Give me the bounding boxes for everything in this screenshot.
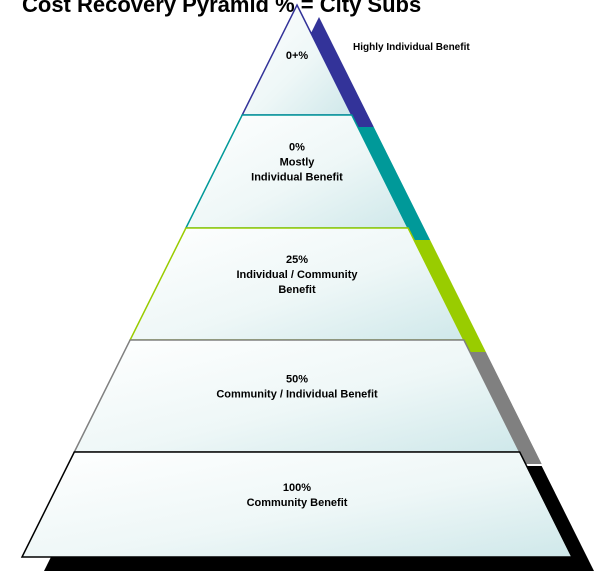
tier	[20, 451, 574, 558]
tier-label: Community / Individual Benefit	[216, 389, 378, 401]
title: Cost Recovery Pyramid % = City Subs	[22, 0, 421, 17]
tier-label: 100%	[283, 482, 311, 494]
tier-label: Mostly	[280, 157, 316, 169]
tier-label: Individual Benefit	[251, 172, 343, 184]
tier-label: Community Benefit	[247, 497, 348, 509]
tier-label: 0%	[289, 142, 305, 154]
tier-label: 0+%	[286, 50, 309, 62]
side-label: Highly Individual Benefit	[353, 42, 470, 53]
tier-label: 25%	[286, 254, 308, 266]
tier-label: Individual / Community	[236, 269, 358, 281]
tier-label: Benefit	[278, 284, 316, 296]
tiers: 0+% 0% Mostly Individual Benefit 25% Individu…	[20, 3, 574, 558]
tier-label: 50%	[286, 374, 308, 386]
